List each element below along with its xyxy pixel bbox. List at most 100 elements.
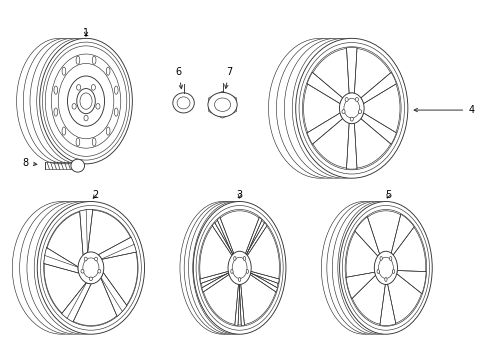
Text: 6: 6 (175, 67, 182, 89)
Ellipse shape (345, 98, 347, 102)
Polygon shape (250, 271, 279, 283)
Ellipse shape (89, 277, 92, 281)
Ellipse shape (341, 110, 345, 114)
Ellipse shape (358, 110, 361, 114)
Polygon shape (346, 48, 356, 93)
Text: 7: 7 (224, 67, 231, 88)
Polygon shape (98, 237, 136, 259)
Ellipse shape (376, 269, 379, 274)
Ellipse shape (321, 202, 406, 334)
Ellipse shape (81, 269, 84, 273)
Polygon shape (212, 222, 232, 256)
Ellipse shape (30, 39, 115, 164)
Polygon shape (208, 91, 236, 118)
Ellipse shape (37, 202, 144, 334)
Ellipse shape (27, 202, 125, 334)
Ellipse shape (373, 251, 397, 284)
Ellipse shape (20, 202, 118, 334)
Ellipse shape (54, 86, 58, 94)
Text: 5: 5 (385, 190, 391, 200)
Ellipse shape (337, 202, 422, 334)
Ellipse shape (389, 256, 391, 260)
Ellipse shape (71, 159, 84, 172)
Ellipse shape (193, 202, 285, 334)
Ellipse shape (207, 93, 237, 117)
Ellipse shape (91, 85, 95, 90)
Ellipse shape (192, 202, 277, 334)
Ellipse shape (180, 202, 264, 334)
Ellipse shape (276, 39, 379, 178)
Ellipse shape (78, 252, 103, 284)
Ellipse shape (23, 39, 108, 164)
Ellipse shape (245, 269, 248, 274)
Polygon shape (354, 217, 379, 256)
Polygon shape (200, 271, 228, 283)
Ellipse shape (332, 202, 417, 334)
Ellipse shape (62, 67, 65, 75)
Ellipse shape (106, 127, 110, 135)
Ellipse shape (233, 256, 236, 260)
Polygon shape (44, 248, 79, 273)
Polygon shape (101, 273, 127, 316)
Ellipse shape (326, 202, 411, 334)
Ellipse shape (384, 278, 386, 282)
Ellipse shape (12, 202, 111, 334)
Ellipse shape (392, 269, 394, 274)
Polygon shape (61, 283, 91, 322)
Ellipse shape (268, 39, 371, 178)
Ellipse shape (84, 257, 87, 261)
Ellipse shape (77, 89, 95, 114)
Ellipse shape (238, 278, 240, 282)
Polygon shape (217, 217, 233, 255)
Ellipse shape (76, 56, 80, 64)
Text: 1: 1 (83, 28, 89, 38)
Polygon shape (306, 72, 342, 104)
Ellipse shape (188, 202, 273, 334)
Ellipse shape (92, 138, 96, 146)
Ellipse shape (62, 127, 65, 135)
Ellipse shape (379, 256, 382, 260)
Polygon shape (346, 123, 356, 169)
Ellipse shape (94, 257, 98, 261)
Ellipse shape (184, 202, 269, 334)
Polygon shape (246, 222, 266, 256)
Text: 3: 3 (236, 190, 242, 200)
Polygon shape (239, 284, 244, 325)
Ellipse shape (106, 67, 110, 75)
Ellipse shape (172, 93, 194, 113)
Text: 4: 4 (413, 105, 473, 115)
Ellipse shape (243, 256, 245, 260)
Ellipse shape (292, 39, 395, 178)
Ellipse shape (114, 86, 118, 94)
Ellipse shape (84, 115, 88, 121)
Ellipse shape (98, 269, 101, 273)
Polygon shape (245, 217, 262, 255)
Text: 2: 2 (92, 190, 99, 200)
Ellipse shape (37, 39, 122, 164)
Ellipse shape (227, 251, 251, 284)
Ellipse shape (355, 98, 358, 102)
Ellipse shape (76, 138, 80, 146)
Ellipse shape (34, 202, 133, 334)
Polygon shape (346, 272, 375, 299)
Ellipse shape (349, 117, 353, 121)
Ellipse shape (17, 39, 102, 164)
Polygon shape (360, 72, 396, 104)
Ellipse shape (96, 104, 100, 109)
Ellipse shape (230, 269, 233, 274)
Ellipse shape (72, 104, 76, 109)
Polygon shape (234, 284, 240, 325)
Ellipse shape (54, 108, 58, 116)
Ellipse shape (77, 85, 81, 90)
Ellipse shape (339, 93, 364, 124)
Polygon shape (396, 271, 425, 294)
Ellipse shape (339, 202, 431, 334)
Ellipse shape (284, 39, 386, 178)
Polygon shape (390, 214, 413, 255)
Polygon shape (306, 113, 342, 144)
Polygon shape (80, 210, 93, 255)
Polygon shape (360, 113, 396, 144)
Polygon shape (250, 273, 277, 292)
Ellipse shape (295, 39, 407, 178)
Ellipse shape (114, 108, 118, 116)
